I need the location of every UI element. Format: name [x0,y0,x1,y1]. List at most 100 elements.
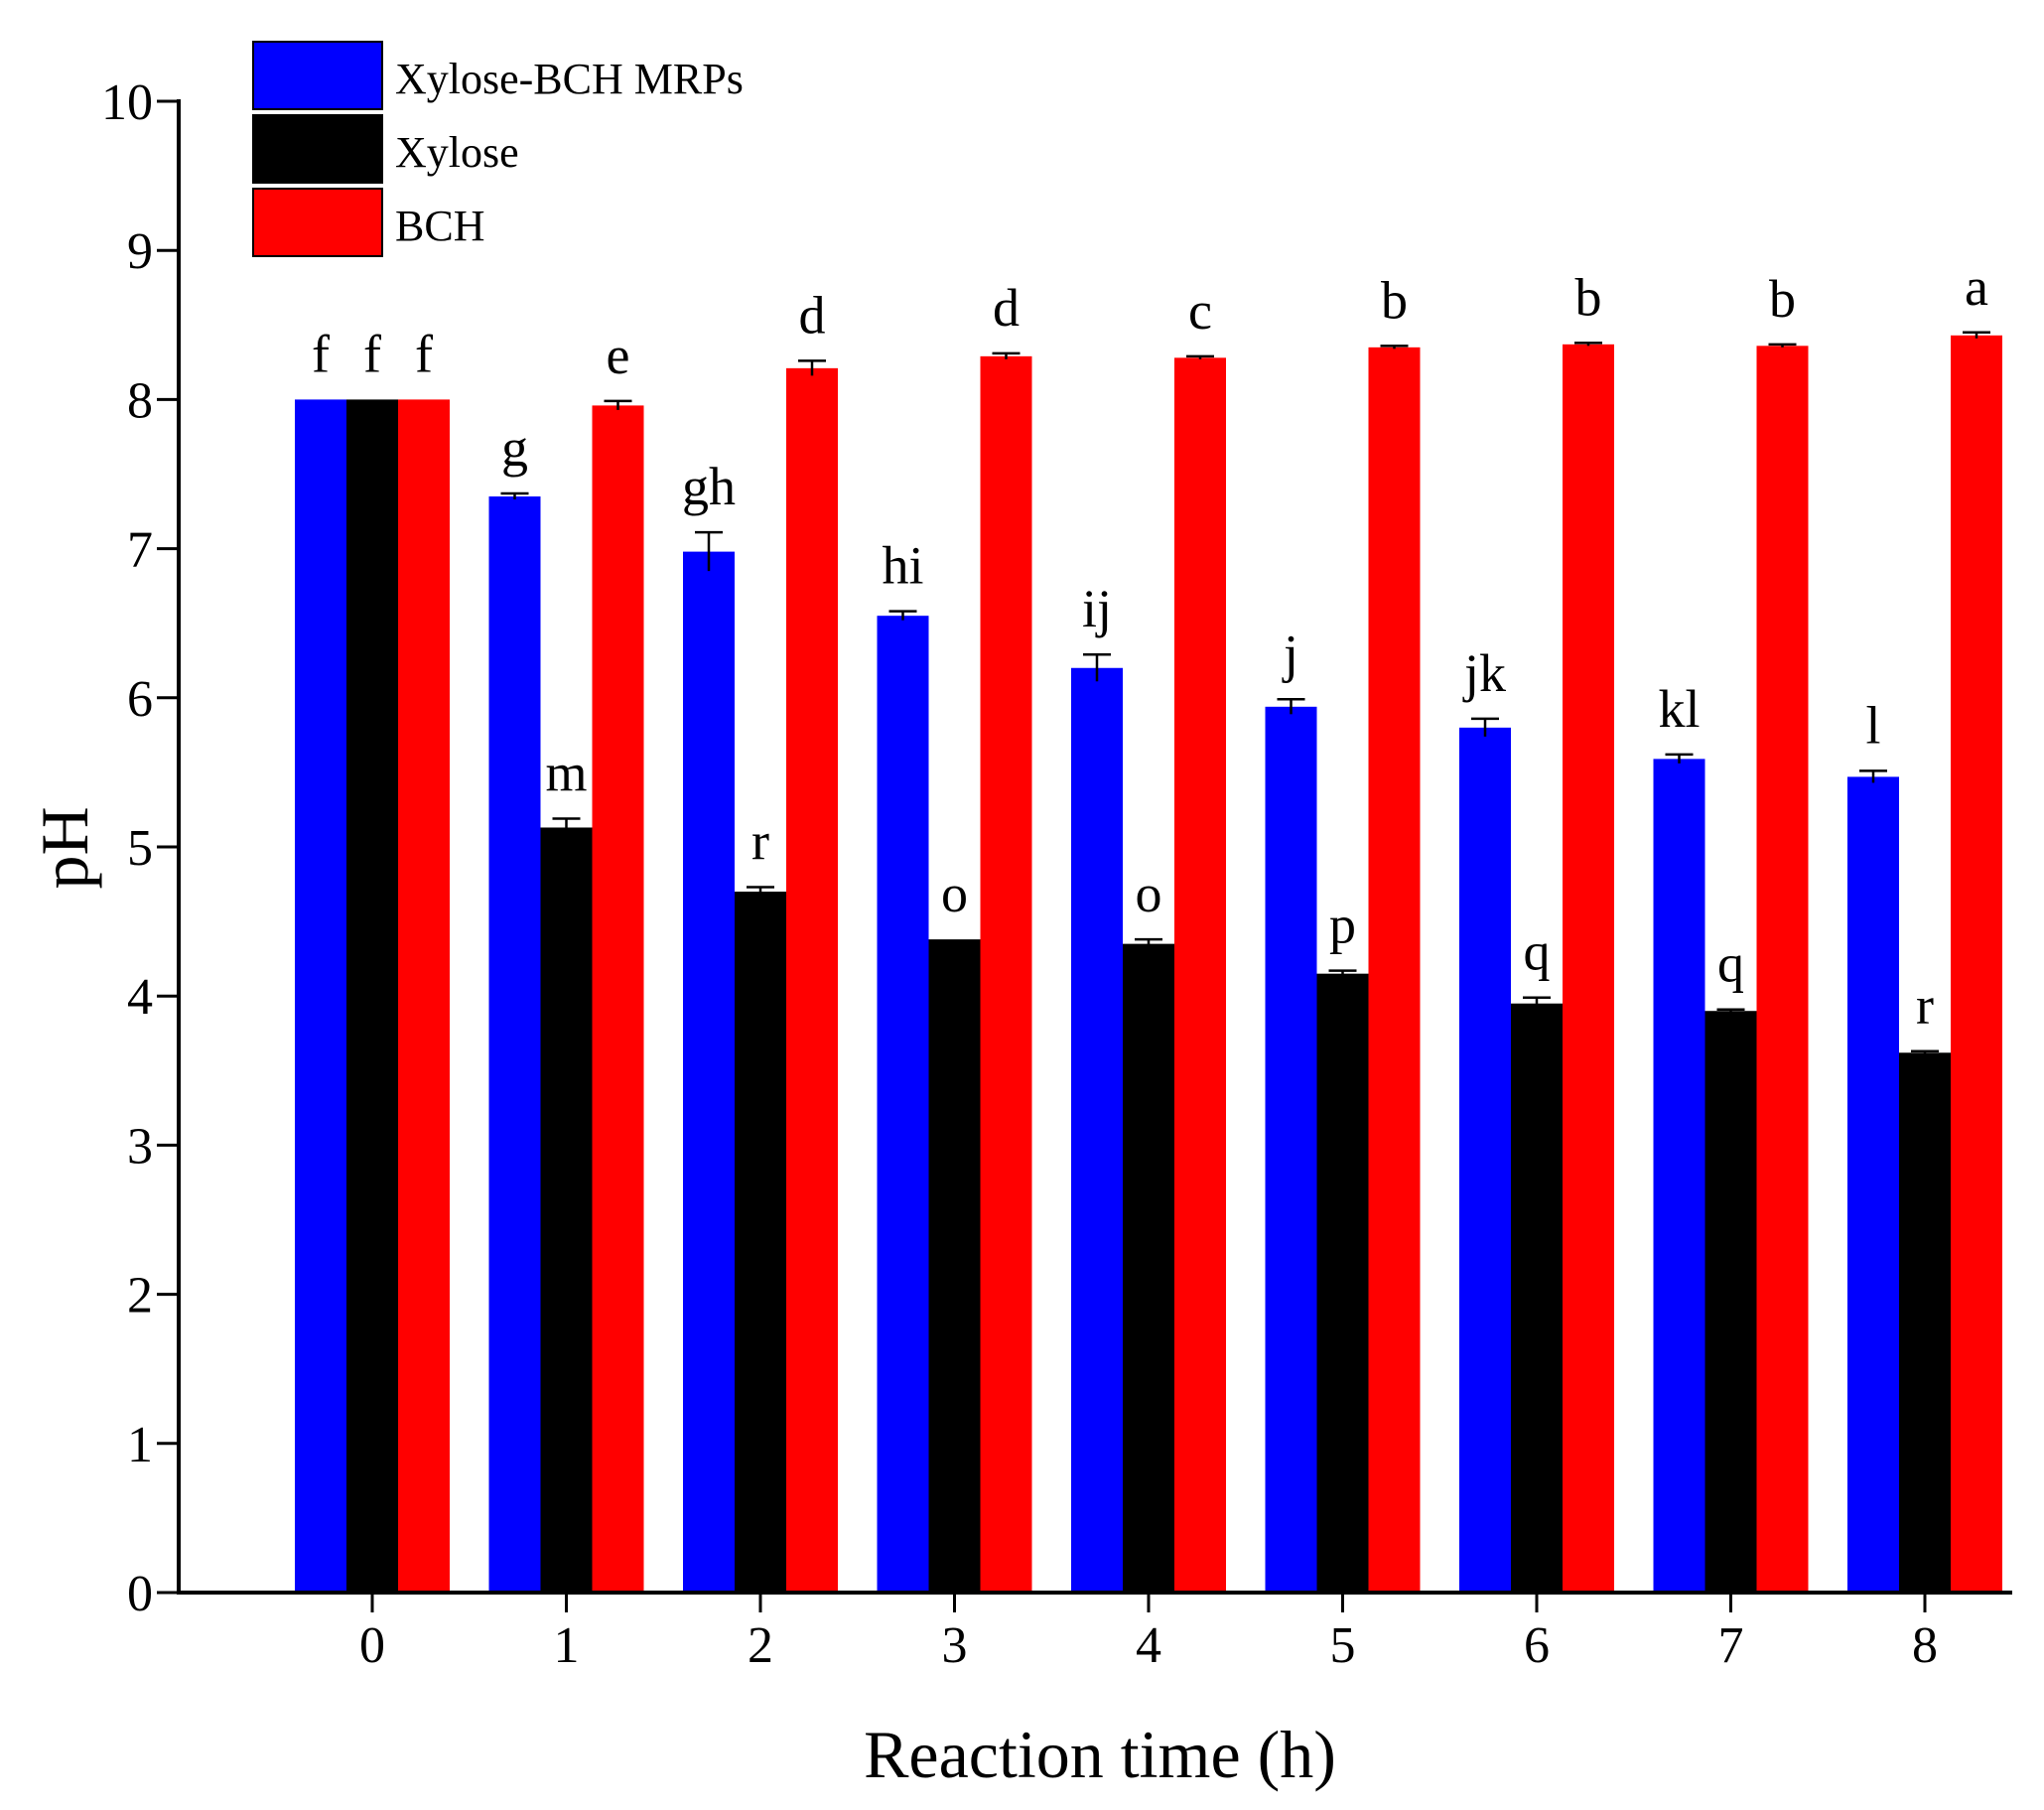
bar-bch-3 [980,355,1032,1593]
sig-label-xylose-1: m [545,743,587,802]
sig-label-xylose-4: o [1136,864,1162,923]
y-axis-title: pH [27,806,102,889]
error-bar-xylose-bch-mrps-7 [1665,753,1694,764]
error-bars-layer [500,331,1990,1054]
sig-label-xylose-bch-mrps-3: hi [882,536,923,596]
sig-label-xylose-5: p [1329,896,1356,955]
x-tick-label: 7 [1718,1617,1744,1674]
sig-label-bch-2: d [799,285,826,345]
error-bar-xylose-bch-mrps-3 [888,610,917,621]
sig-label-bch-4: c [1188,281,1212,341]
sig-label-bch-6: b [1575,267,1602,327]
sig-label-xylose-bch-mrps-8: l [1865,695,1880,755]
error-bar-xylose-4 [1135,937,1162,949]
error-bar-xylose-bch-mrps-1 [500,491,529,500]
y-tick-label: 7 [127,522,153,579]
error-bar-bch-7 [1768,343,1797,348]
error-bar-bch-3 [992,351,1021,359]
y-tick-label: 9 [127,223,153,280]
bar-xylose-bch-mrps-7 [1653,759,1705,1593]
sig-label-xylose-3: o [941,864,968,923]
bar-xylose-4 [1123,943,1174,1593]
legend-swatch-xylose-bch-mrps [252,41,383,110]
x-tick-label: 2 [748,1617,773,1674]
error-bar-bch-8 [1963,331,1990,339]
error-bar-xylose-1 [552,817,581,837]
error-bar-xylose-bch-mrps-6 [1471,717,1499,737]
bar-xylose-7 [1704,1011,1757,1593]
bar-bch-0 [398,399,450,1593]
bar-xylose-2 [735,892,786,1593]
x-tick-label: 5 [1330,1617,1356,1674]
error-bar-xylose-bch-mrps-2 [695,530,723,572]
bar-xylose-bch-mrps-5 [1265,706,1317,1593]
bars-layer [295,335,2002,1594]
x-tick-label: 0 [359,1617,385,1674]
error-bar-xylose-bch-mrps-8 [1859,769,1887,783]
error-bar-xylose-8 [1911,1049,1939,1054]
legend-swatch-bch [252,188,383,257]
bar-xylose-bch-mrps-8 [1847,776,1899,1593]
y-tick-label: 3 [127,1118,153,1175]
error-bar-xylose-bch-mrps-5 [1277,698,1305,715]
y-tick-label: 4 [127,969,153,1026]
error-bar-bch-4 [1186,354,1214,359]
bar-xylose-6 [1511,1003,1563,1593]
error-bar-bch-1 [604,399,632,410]
y-tick-label: 10 [101,74,153,131]
x-tick-label: 6 [1524,1617,1550,1674]
legend-label-xylose: Xylose [395,128,519,177]
y-tick-label: 8 [127,372,153,429]
sig-label-xylose-8: r [1916,976,1934,1036]
sig-label-xylose-bch-mrps-4: ij [1082,579,1112,638]
sig-label-xylose-bch-mrps-1: g [501,418,528,478]
legend-label-xylose-bch-mrps: Xylose-BCH MRPs [395,55,744,103]
error-bar-bch-6 [1574,342,1602,347]
x-tick-label: 1 [554,1617,580,1674]
error-bar-xylose-2 [747,886,774,897]
x-tick-label: 4 [1136,1617,1161,1674]
sig-label-bch-8: a [1965,257,1988,317]
bar-bch-6 [1563,344,1614,1594]
y-ticks-layer: 0 1 2 3 4 5 6 7 8 9 10 [101,74,179,1622]
bar-xylose-bch-mrps-2 [683,551,735,1593]
legend-label-bch: BCH [395,202,484,250]
sig-label-xylose-7: q [1717,934,1744,994]
sig-label-bch-7: b [1769,269,1796,329]
bar-xylose-bch-mrps-1 [488,496,541,1593]
sig-label-xylose-bch-mrps-6: jk [1462,643,1506,703]
y-tick-label: 5 [127,820,153,877]
error-bar-xylose-6 [1523,996,1551,1010]
bar-xylose-5 [1316,973,1369,1593]
sig-label-bch-0: f [415,324,433,383]
legend-swatch-xylose [252,114,383,184]
x-tick-label: 3 [942,1617,968,1674]
error-bar-xylose-5 [1328,969,1357,977]
bar-xylose-8 [1899,1052,1951,1593]
sig-label-xylose-bch-mrps-0: f [312,324,330,383]
x-tick-label: 8 [1912,1617,1938,1674]
y-tick-label: 6 [127,671,153,728]
bar-xylose-1 [540,827,593,1593]
error-bar-xylose-bch-mrps-4 [1083,652,1111,682]
sig-label-xylose-bch-mrps-5: j [1282,624,1298,683]
bar-bch-4 [1174,357,1226,1593]
error-bar-xylose-7 [1716,1008,1745,1013]
sig-label-xylose-0: f [363,324,381,383]
bar-xylose-bch-mrps-0 [295,399,346,1593]
sig-label-bch-3: d [993,278,1020,338]
y-tick-label: 2 [127,1268,153,1324]
sig-label-xylose-bch-mrps-7: kl [1658,679,1700,739]
bar-bch-1 [592,405,644,1594]
error-bar-bch-2 [798,359,826,376]
y-tick-label: 0 [127,1566,153,1622]
bar-bch-2 [786,367,838,1593]
sig-label-bch-5: b [1381,270,1408,330]
legend: Xylose-BCH MRPs Xylose BCH [252,41,744,257]
bar-bch-7 [1756,346,1809,1593]
bar-xylose-0 [346,399,398,1593]
bar-xylose-bch-mrps-6 [1459,727,1511,1593]
error-bar-bch-5 [1380,345,1409,349]
